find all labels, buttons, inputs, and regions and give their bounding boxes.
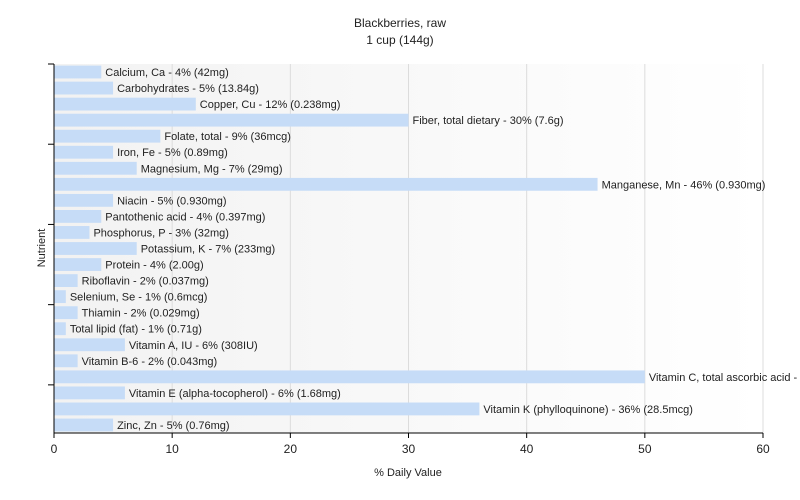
bar-label: Calcium, Ca - 4% (42mg) [105,67,228,79]
x-tick-label: 50 [638,442,652,456]
bar [54,338,125,352]
bars: Calcium, Ca - 4% (42mg) Carbohydrates - 5… [54,65,800,432]
bar [54,386,125,400]
x-tick-label: 0 [51,442,58,456]
bar [54,306,78,320]
bar-label: Thiamin - 2% (0.029mg) [82,308,200,320]
bar [54,370,645,384]
bar [54,177,598,191]
bar [54,209,102,223]
bar-label: Riboflavin - 2% (0.037mg) [82,276,209,288]
y-ticks [48,63,54,386]
x-axis-label: % Daily Value [374,467,442,479]
bar [54,113,409,127]
bar-label: Vitamin E (alpha-tocopherol) - 6% (1.68m… [129,388,341,400]
bar [54,129,161,143]
chart-subtitle: 1 cup (144g) [366,33,433,47]
x-tick-label: 10 [165,442,179,456]
bar [54,354,78,368]
bar [54,97,196,111]
x-tick-label: 60 [756,442,770,456]
bar-label: Selenium, Se - 1% (0.6mcg) [70,292,208,304]
bar [54,402,480,416]
bar-label: Vitamin K (phylloquinone) - 36% (28.5mcg… [483,404,693,416]
x-tick-label: 30 [402,442,416,456]
x-tick-label: 40 [520,442,534,456]
bar-label: Vitamin C, total ascorbic acid - 50% (30… [649,372,800,384]
bar-label: Zinc, Zn - 5% (0.76mg) [117,420,229,432]
bar-label: Phosphorus, P - 3% (32mg) [93,227,229,239]
bar-label: Magnesium, Mg - 7% (29mg) [141,163,283,175]
bar-label: Manganese, Mn - 46% (0.930mg) [602,179,766,191]
bar [54,258,102,271]
chart-title: Blackberries, raw [354,16,446,30]
bar [54,290,66,304]
x-ticks: 0 10 20 30 40 50 60 [51,433,770,456]
bar [54,161,137,175]
bar [54,418,114,432]
bar [54,81,114,95]
bar-label: Pantothenic acid - 4% (0.397mg) [105,211,265,223]
bar [54,65,102,79]
bar-label: Iron, Fe - 5% (0.89mg) [117,147,228,159]
bar [54,322,66,336]
bar-label: Fiber, total dietary - 30% (7.6g) [413,115,564,127]
bar-label: Total lipid (fat) - 1% (0.71g) [70,324,202,336]
bar [54,145,114,159]
x-tick-label: 20 [284,442,298,456]
bar-label: Carbohydrates - 5% (13.84g) [117,83,259,95]
y-axis-label: Nutrient [36,229,48,268]
bar-label: Vitamin A, IU - 6% (308IU) [129,340,258,352]
bar-label: Copper, Cu - 12% (0.238mg) [200,99,341,111]
bar-label: Vitamin B-6 - 2% (0.043mg) [82,356,218,368]
bar-label: Protein - 4% (2.00g) [105,260,203,272]
bar [54,193,114,207]
bar-label: Potassium, K - 7% (233mg) [141,244,276,256]
bar [54,274,78,288]
bar-label: Folate, total - 9% (36mcg) [164,131,291,143]
bar [54,242,137,255]
bar-label: Niacin - 5% (0.930mg) [117,195,226,207]
bar [54,226,90,239]
